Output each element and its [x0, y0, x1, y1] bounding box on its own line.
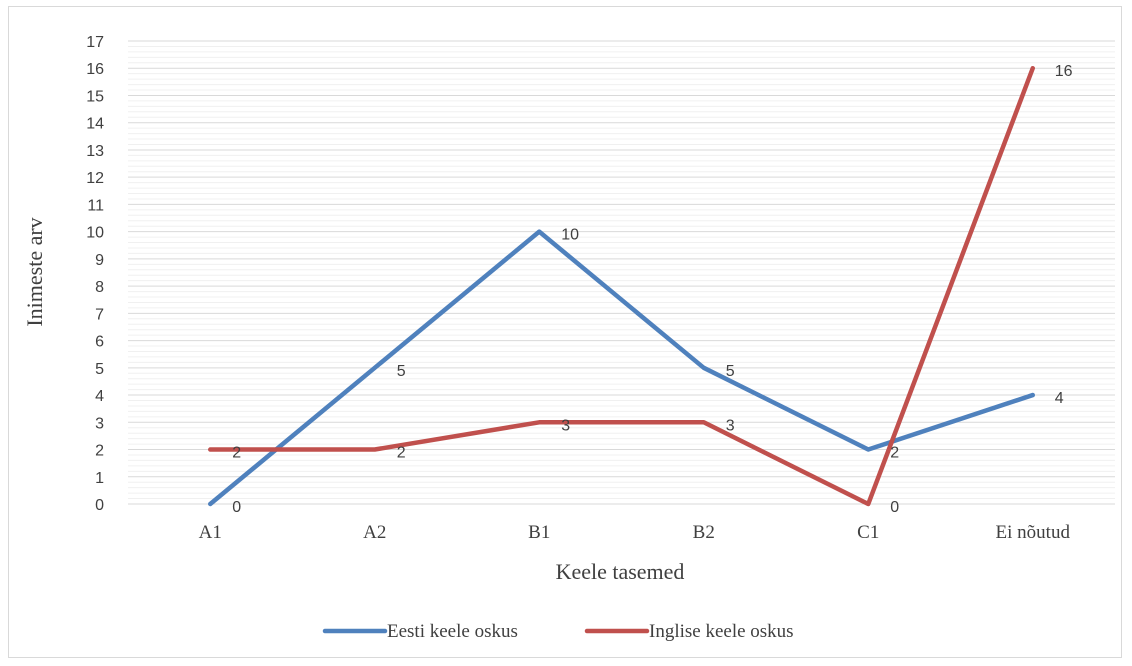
- y-tick-label: 15: [86, 88, 104, 105]
- y-tick-label: 2: [95, 443, 104, 460]
- data-label: 5: [726, 363, 735, 380]
- series-line-1: [208, 229, 1035, 507]
- data-label: 10: [561, 227, 579, 244]
- y-tick-label: 7: [95, 306, 104, 323]
- x-tick-label: A1: [199, 522, 222, 543]
- data-label: 3: [561, 417, 570, 434]
- x-axis-title: Keele tasemed: [556, 559, 685, 584]
- x-tick-label: Ei nõutud: [996, 522, 1071, 543]
- y-tick-label: 3: [95, 415, 104, 432]
- data-label: 2: [232, 445, 241, 462]
- data-label: 2: [890, 445, 899, 462]
- legend-label: Inglise keele oskus: [649, 621, 794, 642]
- y-axis-title: Inimeste arv: [22, 217, 47, 326]
- y-tick-label: 1: [95, 470, 104, 487]
- x-tick-label: A2: [363, 522, 386, 543]
- y-tick-label: 6: [95, 334, 104, 351]
- y-tick-label: 8: [95, 279, 104, 296]
- y-tick-label: 5: [95, 361, 104, 378]
- y-tick-label: 0: [95, 497, 104, 514]
- x-tick-label: B1: [528, 522, 550, 543]
- data-label: 5: [397, 363, 406, 380]
- y-tick-label: 10: [86, 225, 104, 242]
- y-tick-label: 11: [87, 197, 104, 214]
- series-line-2: [208, 65, 1035, 507]
- data-label: 0: [232, 499, 241, 516]
- x-tick-label: C1: [857, 522, 879, 543]
- chart-frame: [8, 6, 1122, 658]
- data-label: 4: [1055, 390, 1064, 407]
- data-label: 16: [1055, 63, 1073, 80]
- y-tick-label: 12: [86, 170, 104, 187]
- y-tick-label: 4: [95, 388, 104, 405]
- y-tick-label: 16: [86, 61, 104, 78]
- x-tick-label: B2: [693, 522, 715, 543]
- data-label: 3: [726, 417, 735, 434]
- y-tick-label: 17: [86, 34, 104, 51]
- legend-label: Eesti keele oskus: [387, 621, 518, 642]
- series-lines: [208, 65, 1035, 507]
- y-tick-label: 14: [86, 116, 104, 133]
- data-label: 2: [397, 445, 406, 462]
- x-axis: A1 A2 B1 B2 C1 Ei nõutud: [128, 503, 1115, 543]
- data-label: 0: [890, 499, 899, 516]
- y-tick-label: 9: [95, 252, 104, 269]
- legend: Eesti keele oskus Inglise keele oskus: [322, 621, 794, 642]
- data-labels: 0 5 10 5 2 4 2 2 3 3 0 16: [232, 63, 1072, 516]
- gridlines: [128, 40, 1115, 500]
- y-tick-label: 13: [86, 143, 104, 160]
